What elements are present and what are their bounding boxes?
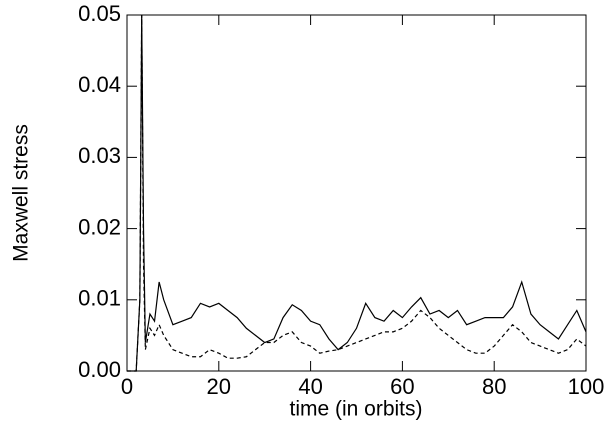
x-axis-title: time (in orbits) [289,398,422,421]
y-tick-label: 0.03 [78,143,121,168]
x-tick-label: 80 [482,374,506,399]
y-tick-label: 0.01 [78,286,121,311]
x-tick-label: 0 [121,374,133,399]
x-tick-label: 100 [568,374,605,399]
x-tick-label: 60 [390,374,414,399]
y-axis-title: Maxwell stress [10,124,33,262]
y-tick-label: 0.00 [78,357,121,382]
line-series [127,14,587,372]
x-tick-label: 40 [298,374,322,399]
y-tick-label: 0.04 [78,72,121,97]
y-tick-label: 0.05 [78,1,121,26]
y-tick-label: 0.02 [78,214,121,239]
line-series [127,14,587,372]
plot-frame [126,14,587,372]
x-tick-label: 20 [207,374,231,399]
